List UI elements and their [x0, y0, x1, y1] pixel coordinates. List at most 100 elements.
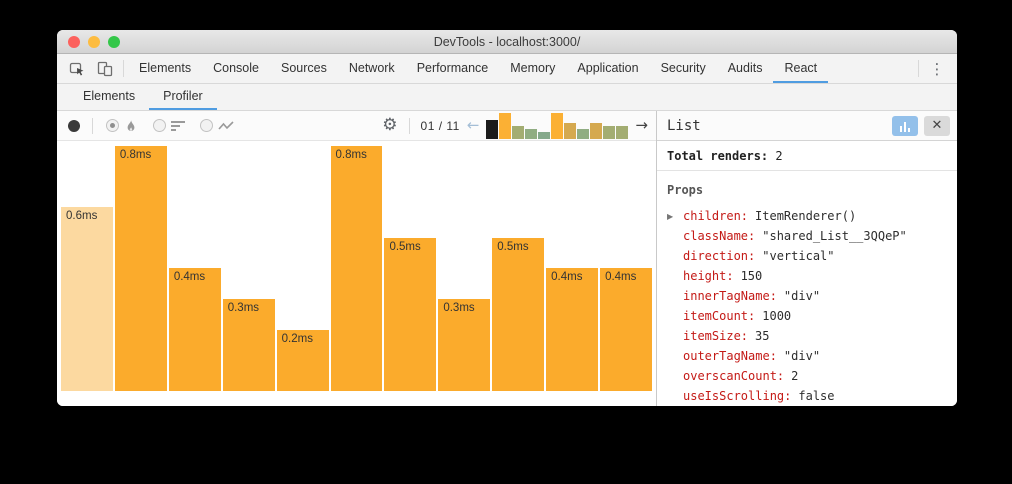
prop-row: height: 150: [667, 266, 957, 286]
commit-bar[interactable]: 0.3ms: [438, 299, 491, 391]
window-title: DevTools - localhost:3000/: [433, 34, 581, 49]
mini-commit-bar[interactable]: [603, 125, 616, 139]
commit-bar[interactable]: 0.3ms: [222, 299, 275, 391]
chart-mode-ranked[interactable]: [153, 119, 185, 132]
prop-key: itemSize:: [683, 329, 749, 343]
commit-bar[interactable]: 0.4ms: [546, 268, 599, 391]
bar-duration-label: 0.4ms: [551, 271, 583, 283]
commit-bar[interactable]: 0.2ms: [276, 330, 329, 391]
tab-network[interactable]: Network: [348, 60, 395, 75]
next-commit-button[interactable]: →: [635, 116, 648, 134]
settings-button[interactable]: ⚙: [382, 117, 397, 134]
subtab-elements[interactable]: Elements: [83, 89, 136, 103]
commit-bar[interactable]: 0.5ms: [384, 238, 437, 391]
mini-commit-bar[interactable]: [577, 128, 590, 139]
prop-row: outerTagName: "div": [667, 346, 957, 366]
bar-duration-label: 0.8ms: [335, 149, 367, 161]
bar-duration-label: 0.2ms: [281, 333, 313, 345]
prop-key: height:: [683, 269, 734, 283]
commit-counter: 01 / 11: [420, 118, 460, 133]
props-list: ▶ children: ItemRenderer() className: "share…: [667, 206, 957, 406]
expand-arrow-icon[interactable]: ▶: [667, 211, 674, 221]
chart-mode-flamegraph[interactable]: [106, 119, 138, 133]
component-name-heading: List: [667, 117, 701, 134]
tab-security[interactable]: Security: [660, 60, 706, 75]
prop-value: 150: [740, 269, 763, 283]
prev-commit-button[interactable]: ←: [466, 116, 480, 134]
traffic-light-maximize[interactable]: [108, 36, 120, 48]
react-subtab-bar: Elements Profiler: [57, 84, 957, 111]
mini-commit-bar[interactable]: [538, 131, 551, 139]
prop-value: 2: [791, 369, 799, 383]
tab-audits[interactable]: Audits: [727, 60, 763, 75]
commit-bar[interactable]: 0.8ms: [114, 146, 167, 391]
mini-commit-bar[interactable]: [590, 122, 603, 139]
prop-value: ItemRenderer(): [755, 209, 857, 223]
tab-elements[interactable]: Elements: [139, 60, 192, 75]
mini-commit-bar[interactable]: [616, 125, 629, 139]
tab-react[interactable]: React: [773, 54, 829, 83]
ranked-radio[interactable]: [153, 119, 166, 132]
commit-bar[interactable]: 0.4ms: [600, 268, 652, 391]
prop-value: "div": [783, 349, 821, 363]
devtools-tab-bar: Elements Console Sources Network Performance…: [57, 54, 957, 84]
view-in-chart-button[interactable]: [892, 115, 918, 136]
commit-bar[interactable]: 0.5ms: [492, 238, 545, 391]
mini-commit-bar[interactable]: [551, 112, 564, 139]
prop-key: direction:: [683, 249, 756, 263]
total-renders-label: Total renders:: [667, 149, 769, 163]
mini-commit-bar[interactable]: [525, 128, 538, 139]
tab-memory[interactable]: Memory: [510, 60, 556, 75]
bar-duration-label: 0.8ms: [119, 149, 152, 161]
gear-icon: ⚙: [382, 115, 398, 135]
mini-commit-bar[interactable]: [499, 112, 512, 139]
prop-value: "shared_List__3QQeP": [762, 229, 907, 243]
prop-row: itemSize: 35: [667, 326, 957, 346]
prop-key: outerTagName:: [683, 349, 777, 363]
tab-performance[interactable]: Performance: [416, 60, 489, 75]
prop-key: className:: [683, 229, 756, 243]
ranked-bars-icon: [171, 120, 185, 131]
flamegraph-radio[interactable]: [106, 119, 119, 132]
title-bar: DevTools - localhost:3000/: [57, 30, 957, 54]
props-heading: Props: [667, 183, 704, 197]
traffic-light-close[interactable]: [68, 36, 80, 48]
devtools-tabs: Elements Console Sources Network Performance…: [128, 54, 829, 83]
total-renders-row: Total renders: 2: [657, 141, 957, 171]
tab-sources[interactable]: Sources: [280, 60, 327, 75]
tab-application[interactable]: Application: [577, 60, 639, 75]
toggle-device-toolbar-button[interactable]: [91, 54, 119, 83]
record-button[interactable]: [68, 119, 80, 132]
close-details-button[interactable]: ✕: [924, 115, 950, 136]
commit-selector-chart: [486, 112, 629, 139]
more-options-button[interactable]: ⋮: [923, 54, 951, 83]
close-icon: ✕: [931, 118, 943, 133]
subtab-profiler[interactable]: Profiler: [149, 84, 217, 110]
devtools-window: DevTools - localhost:3000/: [57, 30, 957, 406]
interactions-radio[interactable]: [200, 119, 213, 132]
commit-bar[interactable]: 0.8ms: [330, 146, 383, 391]
mini-commit-bar[interactable]: [512, 125, 525, 139]
inspect-cursor-icon: [69, 61, 85, 77]
prop-row: overscanCount: 2: [667, 366, 957, 386]
inspect-element-button[interactable]: [63, 54, 91, 83]
total-renders-value: 2: [775, 149, 783, 163]
prop-key: itemCount:: [683, 309, 756, 323]
tab-console[interactable]: Console: [213, 60, 259, 75]
mini-commit-bar[interactable]: [564, 122, 577, 139]
prop-row: useIsScrolling: false: [667, 386, 957, 406]
commit-bar[interactable]: 0.6ms: [61, 207, 113, 391]
vertical-ellipsis-icon: ⋮: [929, 59, 945, 78]
bar-duration-label: 0.6ms: [66, 210, 98, 222]
bar-duration-label: 0.5ms: [497, 241, 529, 253]
toolbar-separator: [918, 60, 919, 77]
device-toolbar-icon: [97, 61, 113, 77]
commit-bar[interactable]: 0.4ms: [168, 268, 221, 391]
traffic-light-minimize[interactable]: [88, 36, 100, 48]
prop-row: className: "shared_List__3QQeP": [667, 226, 957, 246]
prop-key: children:: [683, 209, 749, 223]
prop-row: direction: "vertical": [667, 246, 957, 266]
chart-mode-interactions[interactable]: [200, 119, 234, 132]
mini-commit-bar[interactable]: [486, 119, 499, 139]
